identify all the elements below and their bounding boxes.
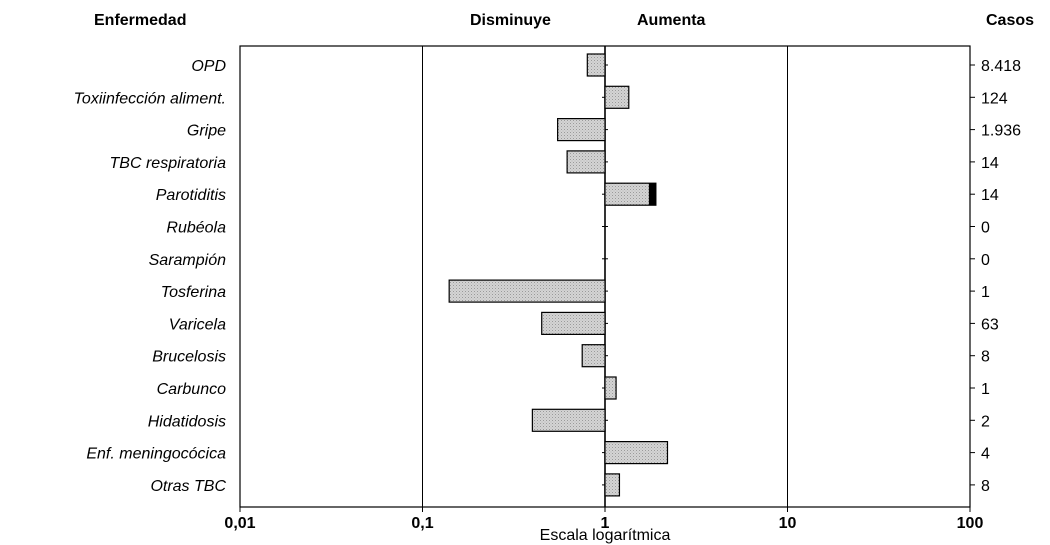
bar	[586, 53, 606, 77]
case-count: 1.936	[981, 123, 1021, 140]
bar	[531, 408, 606, 432]
case-count: 1	[981, 381, 990, 398]
x-tick-label: 100	[957, 515, 984, 532]
case-count: 4	[981, 446, 990, 463]
category-label: OPD	[191, 58, 226, 75]
decrease-label: Disminuye	[470, 12, 551, 29]
bar	[604, 182, 657, 206]
category-label: Varicela	[169, 316, 226, 333]
case-count: 14	[981, 155, 999, 172]
x-tick-label: 10	[779, 515, 797, 532]
x-tick-label: 0,01	[224, 515, 255, 532]
bar	[581, 344, 606, 368]
category-label: Tosferina	[161, 284, 226, 301]
bar-accent-segment	[648, 183, 656, 206]
case-count: 63	[981, 316, 999, 333]
category-label: Toxiinfección aliment.	[74, 90, 226, 107]
category-label: TBC respiratoria	[110, 155, 227, 172]
category-label: Hidatidosis	[148, 413, 226, 430]
case-count: 8	[981, 349, 990, 366]
x-axis-label: Escala logarítmica	[540, 527, 671, 544]
bar	[604, 473, 621, 497]
bar	[604, 85, 630, 109]
disease-column-header: Enfermedad	[94, 12, 187, 29]
increase-label: Aumenta	[637, 12, 706, 29]
case-count: 0	[981, 220, 990, 237]
category-label: Carbunco	[157, 381, 226, 398]
case-count: 0	[981, 252, 990, 269]
category-label: Otras TBC	[150, 478, 226, 495]
bar	[604, 441, 669, 465]
case-count: 8	[981, 478, 990, 495]
case-count: 14	[981, 187, 999, 204]
category-label: Rubéola	[166, 220, 226, 237]
category-label: Sarampión	[149, 252, 226, 269]
category-label: Brucelosis	[152, 349, 226, 366]
case-count: 1	[981, 284, 990, 301]
bar	[604, 376, 617, 400]
x-tick-label: 1	[601, 515, 610, 532]
case-count: 2	[981, 413, 990, 430]
category-label: Enf. meningocócica	[86, 446, 226, 463]
x-tick-label: 0,1	[411, 515, 433, 532]
bar	[448, 279, 606, 303]
case-count: 124	[981, 90, 1008, 107]
category-label: Parotiditis	[156, 187, 226, 204]
case-count: 8.418	[981, 58, 1021, 75]
bar	[557, 117, 606, 142]
cases-column-header: Casos	[986, 12, 1035, 29]
bar	[566, 150, 606, 174]
bar	[541, 311, 606, 335]
category-label: Gripe	[187, 123, 226, 140]
